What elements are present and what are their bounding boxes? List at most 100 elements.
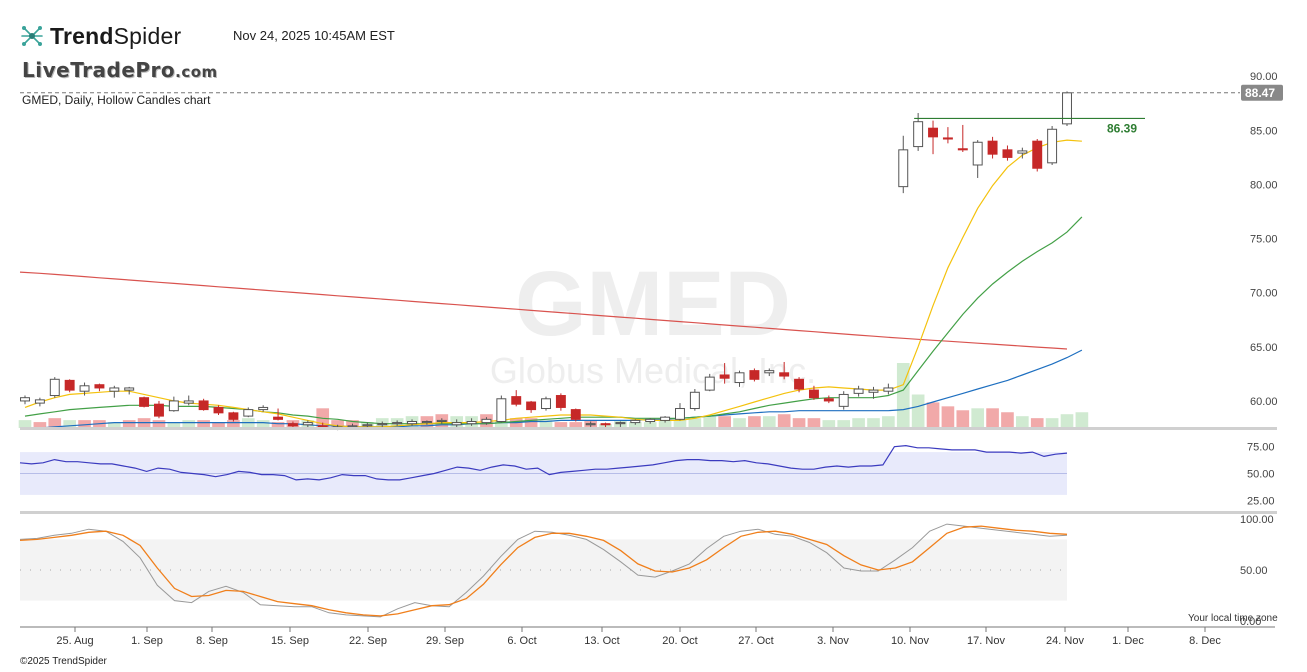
stoch-tick-label: 50.00 bbox=[1240, 565, 1268, 577]
sma-200-line bbox=[19, 271, 1068, 350]
x-tick-label: 15. Sep bbox=[271, 635, 309, 647]
stochastic-panel[interactable]: 100.00 50.00 0.00 bbox=[19, 514, 1274, 628]
volume-bar bbox=[152, 420, 166, 428]
candle bbox=[481, 417, 492, 425]
candle-body bbox=[451, 422, 462, 426]
candle-body bbox=[34, 399, 45, 404]
candle bbox=[49, 377, 60, 398]
candle bbox=[913, 113, 924, 151]
volume-bar bbox=[539, 420, 553, 428]
volume-bar bbox=[18, 420, 32, 428]
candle bbox=[1032, 139, 1043, 172]
rsi-line bbox=[19, 444, 1068, 481]
candle bbox=[823, 395, 834, 404]
candle bbox=[258, 405, 269, 412]
candle-body bbox=[273, 416, 284, 420]
candle-body bbox=[719, 374, 730, 379]
stoch-tick-label: 100.00 bbox=[1240, 514, 1274, 526]
volume-bar bbox=[227, 420, 240, 428]
candle bbox=[1017, 147, 1028, 159]
candle bbox=[243, 407, 254, 418]
volume-bar bbox=[762, 416, 776, 428]
volume-bar bbox=[212, 422, 225, 428]
candle-body bbox=[1002, 149, 1013, 158]
last-price-label: 88.47 bbox=[1245, 86, 1275, 100]
volume-bar bbox=[256, 420, 270, 428]
price-panel[interactable]: 90.00 85.00 80.00 75.00 70.00 65.00 60.00 86.39… bbox=[18, 71, 1283, 431]
trendspider-logo-icon bbox=[21, 26, 43, 46]
candle bbox=[689, 389, 700, 411]
candle bbox=[957, 124, 968, 152]
candle-body bbox=[913, 121, 924, 148]
volume-bar bbox=[643, 422, 657, 428]
price-tick-label: 85.00 bbox=[1250, 125, 1278, 137]
candle-body bbox=[615, 422, 626, 425]
candle-body bbox=[79, 385, 90, 392]
timezone-note: Your local time zone bbox=[1188, 613, 1278, 624]
candle-body bbox=[362, 424, 373, 427]
candle-body bbox=[511, 396, 522, 405]
stoch-k-line bbox=[19, 523, 1068, 618]
volume-bar bbox=[822, 420, 836, 428]
volume-bar bbox=[1075, 412, 1089, 428]
candle bbox=[630, 419, 641, 425]
candle bbox=[883, 383, 894, 395]
candle-body bbox=[213, 406, 224, 414]
candle-body bbox=[660, 416, 671, 421]
candle-body bbox=[1047, 128, 1058, 164]
candle bbox=[1002, 145, 1013, 161]
volume-bar bbox=[882, 416, 895, 428]
candle-body bbox=[749, 370, 760, 380]
volume-bar bbox=[777, 414, 791, 428]
last-price-tag bbox=[1241, 84, 1283, 101]
volume-bar bbox=[78, 420, 91, 428]
candle bbox=[228, 411, 239, 422]
candle bbox=[392, 420, 403, 426]
candle bbox=[898, 135, 909, 194]
volume-bar bbox=[718, 416, 731, 428]
x-axis: 25. Aug 1. Sep 8. Sep 15. Sep 22. Sep 29. Sep… bbox=[20, 626, 1275, 647]
candle-body bbox=[392, 422, 403, 425]
candle bbox=[273, 408, 284, 421]
logo: TrendSpider bbox=[20, 22, 181, 50]
x-tick-label: 29. Sep bbox=[426, 635, 464, 647]
candle-body bbox=[541, 398, 551, 410]
volume-bar bbox=[792, 418, 806, 428]
candle-body bbox=[779, 372, 790, 377]
candle bbox=[377, 421, 388, 427]
volume-bar bbox=[1016, 416, 1029, 428]
candle bbox=[645, 418, 656, 424]
volume-bar bbox=[673, 418, 687, 428]
candle bbox=[451, 419, 462, 427]
candle bbox=[868, 386, 879, 399]
volume-bar bbox=[807, 418, 821, 428]
candle-body bbox=[183, 400, 194, 404]
volume-bar bbox=[569, 422, 583, 428]
candle bbox=[853, 385, 864, 397]
candle bbox=[526, 400, 537, 413]
chart-description: GMED, Daily, Hollow Candles chart bbox=[22, 93, 211, 107]
candle bbox=[154, 400, 164, 419]
volume-bar bbox=[1001, 412, 1014, 428]
candle-body bbox=[957, 148, 968, 151]
level-label: 86.39 bbox=[1107, 121, 1137, 135]
price-tick-label: 80.00 bbox=[1250, 179, 1278, 191]
watermark-ticker: GMED bbox=[515, 253, 791, 355]
x-tick-label: 3. Nov bbox=[817, 635, 849, 647]
candle-body bbox=[823, 398, 834, 402]
candle bbox=[213, 405, 224, 416]
candle-body bbox=[20, 397, 30, 402]
volume-bar bbox=[331, 420, 344, 428]
candle-body bbox=[808, 389, 819, 399]
x-tick-label: 1. Sep bbox=[131, 635, 163, 647]
candle-body bbox=[198, 400, 209, 411]
candle-body bbox=[928, 127, 938, 138]
volume-bar bbox=[852, 418, 865, 428]
x-tick-label: 8. Dec bbox=[1189, 635, 1221, 647]
candle-body bbox=[168, 400, 179, 412]
stoch-band bbox=[20, 539, 1067, 601]
rsi-panel[interactable]: 75.00 50.00 25.00 bbox=[19, 442, 1277, 514]
volume-bar bbox=[971, 408, 985, 428]
candle bbox=[168, 396, 179, 412]
